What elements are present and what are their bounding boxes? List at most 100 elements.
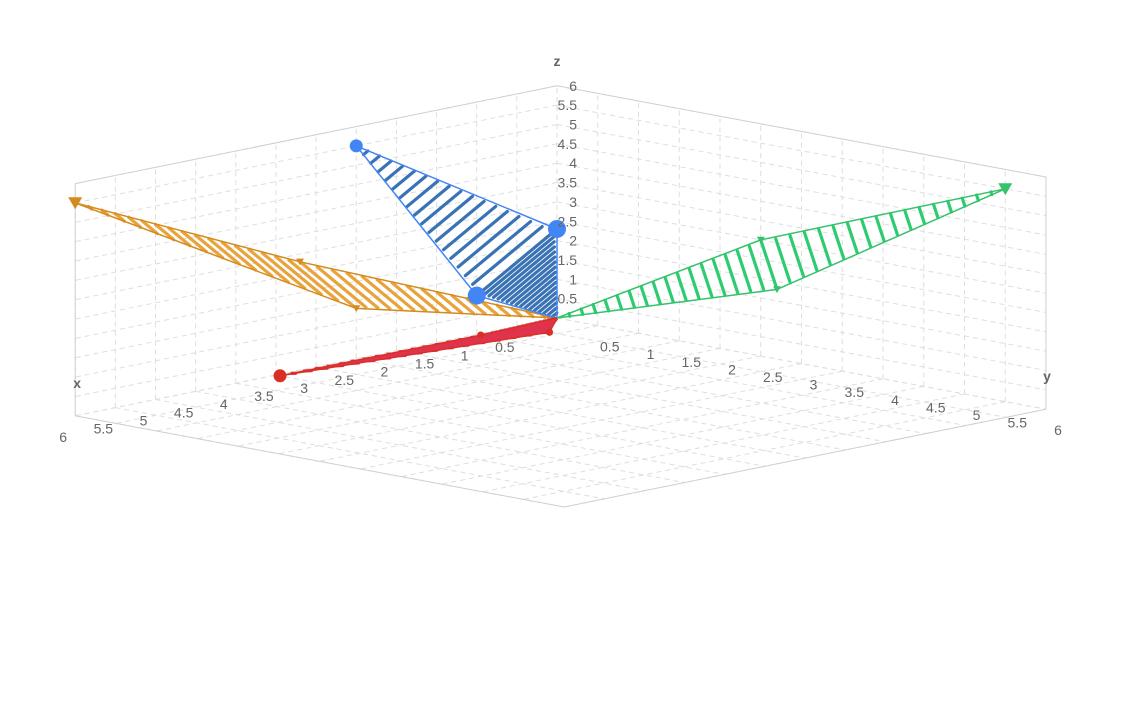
z-tick-label: 2.5 <box>558 213 578 229</box>
series-3-hatch <box>860 218 873 249</box>
series-3-hatch <box>759 240 778 290</box>
y-tick-label: 4.5 <box>926 399 946 415</box>
series-3-hatch <box>888 212 900 237</box>
y-tick-label: 2.5 <box>763 369 783 385</box>
series-3-point[interactable] <box>773 286 781 293</box>
series-0-hatch <box>480 300 499 317</box>
z-tick-label: 4 <box>569 155 577 171</box>
series-0-hatch <box>300 262 356 309</box>
z-axis-title: z <box>554 53 561 69</box>
series-1-hatch <box>434 199 486 243</box>
series-0-hatch <box>127 215 143 229</box>
series-0-hatch <box>495 303 511 317</box>
wall-top-x <box>75 85 558 185</box>
series-2-point[interactable] <box>273 369 287 383</box>
series-0-point[interactable] <box>352 305 361 312</box>
series-1-hatch <box>463 219 533 278</box>
series-3-hatch <box>591 302 598 315</box>
series-3-hatch <box>903 209 913 231</box>
x-tick-label: 1.5 <box>415 355 435 371</box>
x-tick-label: 6 <box>59 429 67 445</box>
series-0-hatch <box>113 212 127 223</box>
series-1-point[interactable] <box>349 139 363 153</box>
z-tick-label: 1.5 <box>558 252 578 268</box>
x-tick-label: 3.5 <box>254 388 274 404</box>
series-1-hatch <box>471 225 544 286</box>
series-1-hatch <box>496 250 557 301</box>
z-tick-label: 3 <box>569 194 577 210</box>
z-tick-label: 1 <box>569 271 577 287</box>
series-1 <box>349 139 566 319</box>
series-0-point[interactable] <box>68 197 83 210</box>
series-0-hatch <box>525 310 535 319</box>
grid-line-wall-xz-horizontal <box>75 201 558 301</box>
x-tick-label: 2 <box>381 364 389 380</box>
series-1-hatch <box>505 260 557 304</box>
series-1-hatch <box>478 230 556 295</box>
series-0 <box>68 197 558 319</box>
series-3-hatch <box>735 249 753 293</box>
series-0-hatch <box>260 251 307 290</box>
y-axis-title: y <box>1043 368 1051 384</box>
series-1-hatch <box>427 194 475 234</box>
series-3-hatch <box>931 202 940 220</box>
y-tick-label: 3 <box>810 377 818 393</box>
grid-line-floor-x <box>195 390 685 484</box>
series-0-hatch <box>405 284 440 313</box>
series-0-hatch <box>247 247 291 284</box>
grid-line-wall-yz-horizontal <box>556 240 1047 333</box>
series-3-hatch <box>603 298 611 313</box>
series-3-hatch <box>651 280 662 306</box>
series-0-hatch <box>220 240 258 272</box>
series-3-hatch <box>917 205 927 226</box>
series-1-point[interactable] <box>548 219 566 238</box>
x-tick-label: 4.5 <box>174 404 194 420</box>
z-tick-label: 0.5 <box>558 291 578 307</box>
series-0-hatch <box>140 219 159 236</box>
series-1-hatch <box>550 311 559 319</box>
series-0-hatch <box>435 290 464 315</box>
series-0-hatch <box>193 233 225 260</box>
series-1-hatch <box>523 280 558 310</box>
series-1-hatch <box>391 169 416 191</box>
series-1-hatch <box>528 285 558 311</box>
z-tick-label: 6 <box>569 78 577 94</box>
z-tick-label: 5 <box>569 117 577 133</box>
series-2-hatch <box>434 340 486 347</box>
series-1-hatch <box>482 235 556 297</box>
series-3-point[interactable] <box>998 183 1013 196</box>
z-tick-label: 4.5 <box>558 136 578 152</box>
series-1-hatch <box>500 255 557 302</box>
series-3-hatch <box>946 199 954 214</box>
series-0-hatch <box>273 254 323 296</box>
series-1-hatch <box>456 214 521 269</box>
series-2-hatch <box>410 346 455 351</box>
y-tick-label: 0.5 <box>600 339 620 355</box>
series-3-hatch <box>723 253 740 295</box>
series-1-hatch <box>361 149 370 157</box>
y-tick-label: 5 <box>973 407 981 423</box>
grid-line-floor-y <box>523 401 1006 500</box>
grid-line-floor-y <box>482 393 965 493</box>
series-3-point[interactable] <box>756 236 765 244</box>
x-tick-label: 2.5 <box>335 372 355 388</box>
series-2-point[interactable] <box>477 331 485 339</box>
series-1-point[interactable] <box>467 286 486 305</box>
series-2-hatch <box>422 343 470 349</box>
z-tick-label: 3.5 <box>558 175 578 191</box>
series-2-point[interactable] <box>545 328 554 336</box>
x-axis-title: x <box>73 375 81 391</box>
series-0-hatch <box>345 271 392 311</box>
y-tick-label: 3.5 <box>845 384 865 400</box>
series-0-hatch <box>375 278 416 312</box>
series-1-hatch <box>441 204 498 252</box>
z-tick-label: 5.5 <box>558 97 578 113</box>
z-tick-label: 2 <box>569 233 577 249</box>
y-tick-label: 5.5 <box>1008 415 1028 431</box>
series-0-hatch <box>360 274 404 311</box>
series-0-hatch <box>167 226 192 248</box>
series-2-hatch <box>457 335 517 342</box>
series-1-hatch <box>376 159 393 174</box>
series-0-point[interactable] <box>296 258 304 266</box>
